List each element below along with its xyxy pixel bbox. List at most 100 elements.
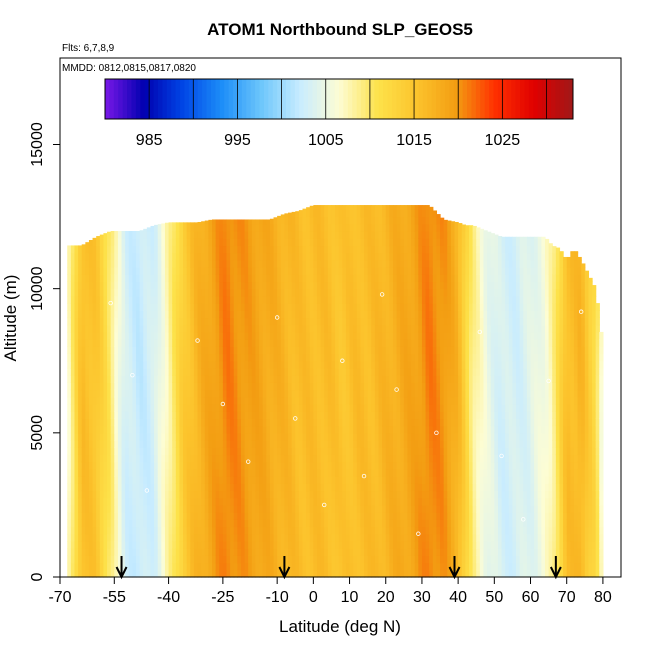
heatmap-cell <box>382 569 387 578</box>
heatmap-cell <box>331 331 336 340</box>
heatmap-cell <box>403 562 409 571</box>
heatmap-cell <box>295 483 300 492</box>
heatmap-cell <box>335 205 340 210</box>
heatmap-cell <box>244 447 249 456</box>
heatmap-cell <box>353 418 358 427</box>
heatmap-cell <box>320 418 325 427</box>
heatmap-cell <box>67 425 72 434</box>
heatmap-cell <box>208 497 213 506</box>
heatmap-cell <box>175 331 181 340</box>
heatmap-cell <box>143 468 148 477</box>
heatmap-cell <box>81 245 86 254</box>
heatmap-cell <box>248 418 253 427</box>
heatmap-cell <box>345 411 351 420</box>
heatmap-cell <box>150 339 155 347</box>
heatmap-cell <box>70 454 76 463</box>
heatmap-cell <box>139 519 144 528</box>
heatmap-cell <box>204 382 209 391</box>
heatmap-cell <box>396 274 401 283</box>
heatmap-cell <box>150 360 155 369</box>
heatmap-cell <box>222 490 228 499</box>
heatmap-cell <box>212 367 217 376</box>
heatmap-cell <box>407 295 412 304</box>
heatmap-cell <box>139 382 144 391</box>
heatmap-cell <box>179 360 184 369</box>
heatmap-cell <box>175 223 181 232</box>
heatmap-cell <box>78 252 83 261</box>
heatmap-cell <box>306 569 311 578</box>
heatmap-cell <box>110 303 115 311</box>
heatmap-cell <box>309 310 314 319</box>
heatmap-cell <box>414 461 419 470</box>
heatmap-cell <box>150 225 155 232</box>
heatmap-cell <box>324 454 329 463</box>
heatmap-cell <box>389 540 394 549</box>
heatmap-cell <box>425 382 430 391</box>
heatmap-cell <box>407 404 412 412</box>
heatmap-cell <box>291 331 296 340</box>
heatmap-cell <box>143 310 148 319</box>
heatmap-cell <box>327 562 333 571</box>
heatmap-cell <box>190 375 195 383</box>
heatmap-cell <box>262 346 267 355</box>
heatmap-cell <box>164 476 170 484</box>
heatmap-cell <box>295 468 300 477</box>
heatmap-cell <box>284 540 289 549</box>
heatmap-cell <box>331 382 336 391</box>
heatmap-cell <box>240 389 246 398</box>
heatmap-cell <box>407 346 412 355</box>
heatmap-cell <box>197 317 202 326</box>
heatmap-cell <box>353 540 358 549</box>
heatmap-cell <box>186 461 191 470</box>
heatmap-cell <box>201 418 206 427</box>
heatmap-cell <box>88 555 94 564</box>
heatmap-cell <box>414 468 419 477</box>
heatmap-cell <box>291 490 296 499</box>
heatmap-cell <box>385 411 390 420</box>
heatmap-cell <box>255 267 260 275</box>
heatmap-cell <box>306 209 311 218</box>
heatmap-cell <box>164 382 170 391</box>
heatmap-cell <box>67 324 72 333</box>
heatmap-cell <box>103 267 108 275</box>
heatmap-cell <box>85 331 90 340</box>
heatmap-cell <box>266 303 271 311</box>
heatmap-cell <box>219 404 224 412</box>
heatmap-cell <box>78 519 83 528</box>
heatmap-cell <box>266 562 271 571</box>
heatmap-cell <box>81 382 86 391</box>
heatmap-cell <box>392 205 398 210</box>
heatmap-cell <box>382 367 387 376</box>
heatmap-cell <box>262 238 267 247</box>
heatmap-cell <box>385 468 390 477</box>
heatmap-cell <box>277 346 282 355</box>
heatmap-cell <box>204 483 209 492</box>
heatmap-cell <box>70 418 76 427</box>
heatmap-cell <box>201 533 206 542</box>
heatmap-cell <box>306 504 311 513</box>
heatmap-cell <box>345 512 351 520</box>
heatmap-cell <box>313 259 318 268</box>
heatmap-cell <box>183 375 188 383</box>
heatmap-cell <box>146 267 152 275</box>
heatmap-cell <box>407 461 412 470</box>
heatmap-cell <box>248 526 253 535</box>
heatmap-cell <box>335 259 340 268</box>
heatmap-cell <box>110 512 115 520</box>
heatmap-cell <box>353 497 358 506</box>
heatmap-cell <box>349 375 354 383</box>
heatmap-cell <box>128 476 133 484</box>
heatmap-cell <box>327 353 333 362</box>
heatmap-cell <box>193 555 199 564</box>
heatmap-cell <box>411 396 416 405</box>
heatmap-cell <box>81 281 86 290</box>
heatmap-cell <box>331 404 336 412</box>
heatmap-cell <box>81 569 86 578</box>
heatmap-cell <box>345 425 351 434</box>
heatmap-cell <box>259 267 264 275</box>
heatmap-cell <box>233 367 238 376</box>
heatmap-cell <box>302 339 307 347</box>
heatmap-cell <box>324 569 329 578</box>
heatmap-cell <box>298 238 304 247</box>
heatmap-cell <box>88 512 94 520</box>
